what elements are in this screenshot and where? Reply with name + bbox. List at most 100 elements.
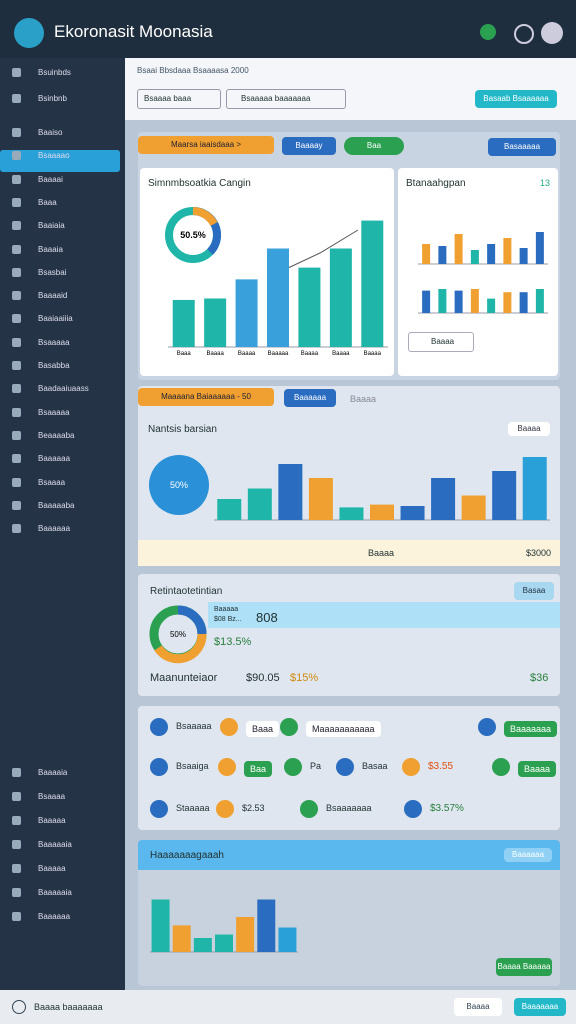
bar	[535, 289, 544, 313]
footer-row: Baaaa $3000	[138, 540, 560, 566]
sidebar: Bsuinbds Bsinbnb Baaiso Bsaaaao Baaaai Baaa Ba…	[0, 58, 125, 990]
bar	[267, 248, 289, 347]
nav-item: Baaa	[38, 197, 57, 207]
subtitle: Nantsis barsian	[148, 424, 217, 435]
pill[interactable]: Baa	[344, 137, 404, 155]
nav-item: Baaaaaia	[38, 888, 72, 897]
nav-icon	[12, 267, 21, 277]
logo	[14, 18, 44, 48]
nav-item: Baaaai	[38, 174, 63, 184]
bar	[329, 248, 352, 347]
nav-icon	[12, 314, 21, 324]
footer-text: Baaaa baaaaaaa	[34, 1002, 103, 1012]
tab[interactable]: Baaaay	[282, 137, 336, 155]
label: Baaaaaaa	[504, 721, 558, 737]
icon	[284, 758, 302, 776]
nav-icon	[12, 68, 21, 77]
footer-label: Baaaa	[368, 548, 395, 558]
x-tick-label: Baaa	[177, 351, 192, 357]
nav-icon	[12, 888, 21, 897]
label: $3.57%	[430, 803, 464, 814]
donut-label: 50%	[170, 630, 186, 639]
chart	[418, 232, 548, 314]
bar	[470, 289, 479, 313]
avatar[interactable]	[541, 22, 563, 44]
label: Staaaaa	[176, 803, 210, 813]
panel-title: Retintaotetintian	[150, 586, 223, 597]
tab[interactable]: Baaaaaa	[284, 389, 336, 407]
donut: 50%	[149, 605, 207, 664]
bar	[339, 507, 364, 520]
tag[interactable]: Maaaana Baiaaaaaa - 50	[138, 388, 274, 406]
search[interactable]: Bsaaaaa baaaaaaa	[226, 89, 346, 109]
bar	[454, 290, 463, 313]
nav-item: Baaaaid	[38, 291, 68, 301]
active-item	[0, 150, 120, 172]
bar	[400, 506, 425, 520]
bar	[172, 299, 195, 347]
icon[interactable]	[514, 24, 534, 44]
bar	[503, 238, 512, 264]
card-title: Simnmbsoatkia Cangin	[148, 178, 251, 189]
bar	[298, 267, 321, 347]
button[interactable]: Basaab Bsaaaaaa	[475, 90, 557, 108]
nav-icon	[12, 244, 21, 254]
label: $08 Bz...	[214, 616, 242, 623]
bar	[151, 899, 170, 952]
nav-icon	[12, 912, 21, 921]
button[interactable]: Baaaa Baaaaa	[496, 958, 552, 976]
nav-icon	[12, 94, 21, 103]
tab[interactable]: Baaaa	[350, 394, 377, 404]
toolbar: Bsaai Bbsdaaa Bsaaaasa 2000 Bsaaaa baaa …	[125, 58, 576, 120]
nav-item: Baaaaaa	[38, 912, 71, 921]
nav-icon	[12, 454, 21, 464]
nav-icon	[12, 864, 21, 873]
nav-icon	[12, 430, 21, 440]
bar	[492, 471, 517, 520]
bar	[503, 292, 512, 313]
nav-item: Baaaaaa	[38, 454, 71, 464]
nav-item: Baaiso	[38, 128, 63, 137]
select[interactable]: Bsaaaa baaa	[137, 89, 221, 109]
tag[interactable]: Maarsa iaaisdaaa >	[138, 136, 274, 154]
label: Maaaaaaaaaaa	[306, 721, 381, 737]
bar	[247, 488, 272, 520]
nav-icon	[12, 768, 21, 777]
bar	[487, 298, 496, 313]
button[interactable]: Baaaa	[454, 998, 502, 1016]
badge: Baaaaaa	[504, 848, 552, 862]
nav-icon	[12, 524, 21, 534]
button[interactable]: Baaaaaaa	[514, 998, 566, 1016]
nav-item: Baaaaaia	[38, 840, 72, 849]
x-tick-label: Baaaa	[364, 351, 382, 357]
label: Bsaaaaa	[176, 721, 212, 731]
icon	[300, 800, 318, 818]
bar	[487, 244, 496, 264]
panel: Haaaaaaagaaah Baaaaaa Baaaa Baaaaa	[138, 840, 560, 986]
footer: Baaaa baaaaaaa Baaaa Baaaaaaa	[0, 990, 576, 1024]
label: Baaaaa	[214, 606, 239, 613]
button[interactable]: Basaaaaa	[488, 138, 556, 156]
label: $2.53	[242, 803, 265, 813]
top-bar: Ekoronasit Moonasia	[0, 0, 576, 58]
panel: Maaaana Baiaaaaaa - 50 Baaaaaa Baaaa Nan…	[138, 386, 560, 566]
icon	[404, 800, 422, 818]
label: Pa	[310, 761, 322, 771]
panel-title: Haaaaaaagaaah	[150, 850, 224, 861]
icon	[150, 718, 168, 736]
nav-item: Bsaaaaa	[38, 337, 70, 347]
icon	[150, 758, 168, 776]
nav-icon	[12, 197, 21, 207]
icon	[280, 718, 298, 736]
value: 808	[256, 610, 278, 625]
bar	[454, 234, 463, 264]
chart: 50.5% Baaa Baaaa Baaaa Baaaaa Baaaa Baaaa Baaa…	[165, 206, 388, 357]
icon[interactable]	[480, 24, 496, 40]
icon	[220, 718, 238, 736]
select[interactable]: Baaaa	[408, 332, 474, 352]
x-tick-label: Baaaa	[332, 351, 350, 357]
nav-item: Bsasbai	[38, 267, 67, 277]
card: Btanaahgpan 13 Baaaa	[398, 168, 558, 376]
button[interactable]: Baaaa	[508, 422, 550, 436]
